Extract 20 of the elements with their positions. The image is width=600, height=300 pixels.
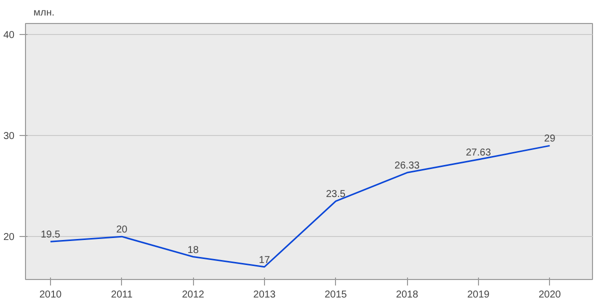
- x-tick-label: 2013: [253, 290, 276, 300]
- data-label: 23.5: [326, 189, 346, 200]
- x-tick-label: 2018: [396, 290, 419, 300]
- data-label: 27.63: [466, 148, 492, 159]
- y-tick-label: 40: [3, 30, 15, 42]
- y-tick-label: 20: [3, 232, 15, 244]
- data-label: 19.5: [40, 230, 61, 241]
- x-tick-label: 2012: [182, 290, 205, 300]
- x-tick-label: 2020: [538, 290, 562, 300]
- x-tick-label: 2011: [111, 290, 133, 300]
- x-tick-label: 2010: [39, 290, 62, 300]
- x-tick-label: 2019: [467, 290, 490, 300]
- data-label: 20: [116, 224, 128, 236]
- data-label: 18: [188, 244, 200, 256]
- data-label: 26.33: [394, 160, 420, 172]
- y-axis-title: млн.: [34, 8, 55, 18]
- x-tick-label: 2015: [324, 290, 348, 300]
- data-label: 17: [258, 254, 270, 266]
- y-tick-label: 30: [3, 131, 15, 142]
- data-label: 29: [544, 134, 556, 145]
